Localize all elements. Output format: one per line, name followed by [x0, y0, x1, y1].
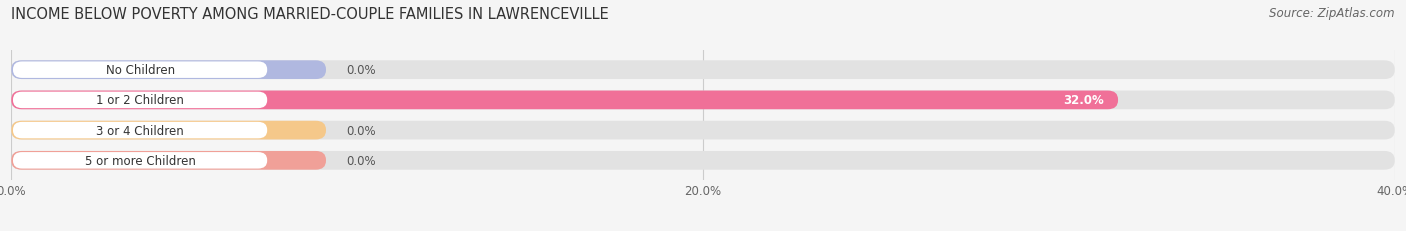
FancyBboxPatch shape: [11, 121, 1395, 140]
FancyBboxPatch shape: [13, 152, 267, 169]
Text: No Children: No Children: [105, 64, 174, 77]
FancyBboxPatch shape: [11, 151, 326, 170]
Text: INCOME BELOW POVERTY AMONG MARRIED-COUPLE FAMILIES IN LAWRENCEVILLE: INCOME BELOW POVERTY AMONG MARRIED-COUPL…: [11, 7, 609, 22]
FancyBboxPatch shape: [13, 122, 267, 139]
FancyBboxPatch shape: [11, 61, 326, 80]
Text: 0.0%: 0.0%: [347, 124, 377, 137]
Text: 3 or 4 Children: 3 or 4 Children: [96, 124, 184, 137]
FancyBboxPatch shape: [13, 92, 267, 109]
FancyBboxPatch shape: [11, 121, 326, 140]
FancyBboxPatch shape: [11, 91, 1118, 110]
Text: 0.0%: 0.0%: [347, 154, 377, 167]
FancyBboxPatch shape: [13, 62, 267, 79]
FancyBboxPatch shape: [11, 151, 1395, 170]
FancyBboxPatch shape: [11, 91, 1395, 110]
Text: Source: ZipAtlas.com: Source: ZipAtlas.com: [1270, 7, 1395, 20]
Text: 1 or 2 Children: 1 or 2 Children: [96, 94, 184, 107]
FancyBboxPatch shape: [11, 61, 1395, 80]
Text: 5 or more Children: 5 or more Children: [84, 154, 195, 167]
Text: 0.0%: 0.0%: [347, 64, 377, 77]
Text: 32.0%: 32.0%: [1063, 94, 1104, 107]
